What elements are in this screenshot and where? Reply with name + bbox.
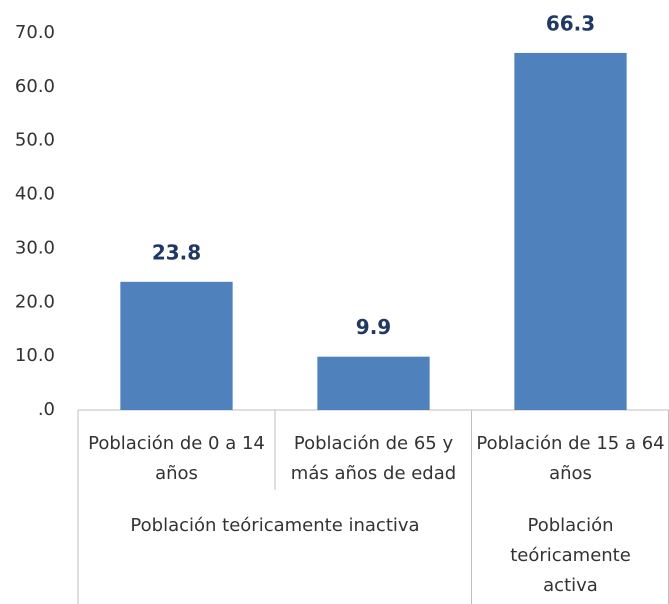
group-label: Población teóricamente activa [510, 515, 631, 596]
y-tick-label: 20.0 [15, 291, 55, 312]
x-tick-label: Población de 65 y más años de edad [291, 433, 456, 484]
group-label: Población teóricamente inactiva [130, 515, 419, 536]
y-tick-label: 60.0 [15, 76, 55, 97]
data-label: 9.9 [356, 315, 391, 339]
data-label: 23.8 [152, 240, 201, 264]
y-tick-label: 50.0 [15, 130, 55, 151]
y-tick-label: 40.0 [15, 184, 55, 205]
bar [514, 52, 627, 410]
y-tick-label: 10.0 [15, 345, 55, 366]
y-tick-label: 30.0 [15, 237, 55, 258]
data-label: 66.3 [546, 11, 595, 35]
x-tick-label: Población de 0 a 14 años [88, 433, 265, 484]
y-tick-label: 70.0 [15, 22, 55, 43]
x-tick-label: Población de 15 a 64 años [476, 433, 664, 484]
bar [317, 356, 430, 410]
y-tick-label: .0 [38, 399, 55, 420]
bar [120, 281, 233, 410]
